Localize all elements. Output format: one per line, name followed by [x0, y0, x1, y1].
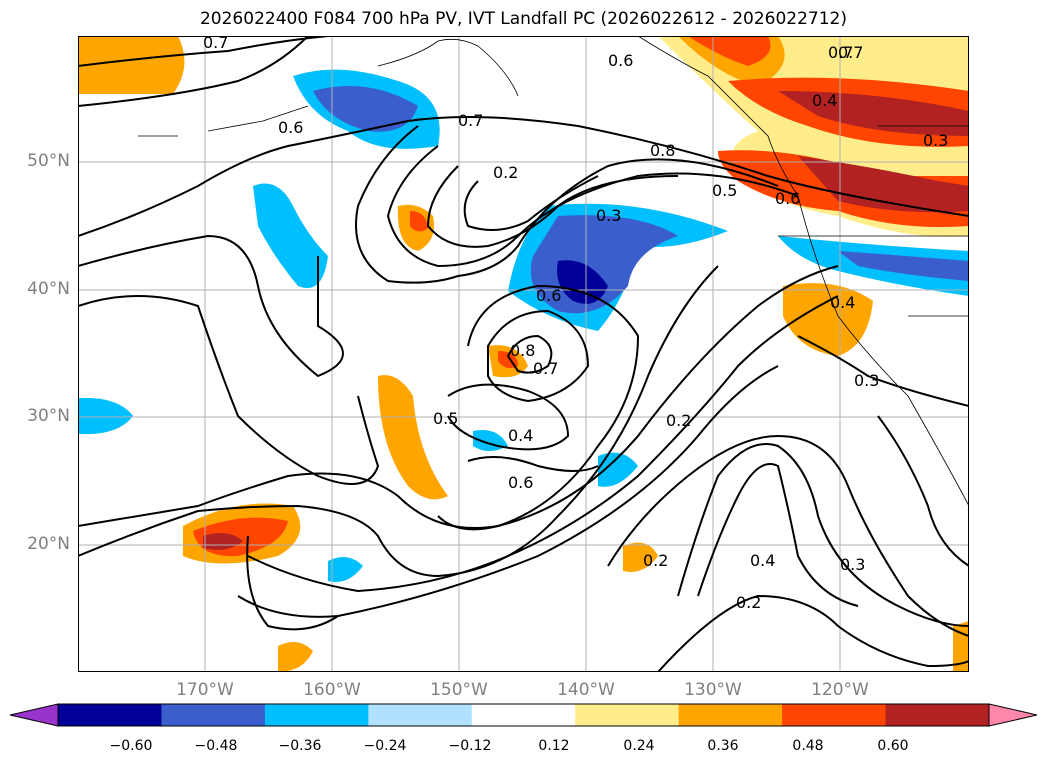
contour-label: 0.3: [923, 131, 948, 150]
shading-layer: [78, 36, 969, 672]
colorbar-segment: [471, 704, 576, 726]
map-panel: 0.7 0.6 0.6 0.7 0.7 0.8 0.2 0.3 0.6 0.8 …: [78, 36, 969, 672]
colorbar-segment: [885, 704, 990, 726]
figure-title: 2026022400 F084 700 hPa PV, IVT Landfall…: [199, 9, 847, 29]
contour-label: 0.5: [712, 181, 737, 200]
contour-label: 0.7: [533, 359, 558, 378]
colorbar-segment: [58, 704, 162, 726]
lon-tick-label: 160°W: [303, 680, 361, 700]
colorbar-tick-label: 0.60: [877, 738, 909, 754]
contour-label: 0.7: [203, 36, 228, 52]
colorbar-segment: [368, 704, 473, 726]
contour-label: 0.5: [433, 409, 458, 428]
colorbar-segment: [161, 704, 266, 726]
colorbar-segment: [782, 704, 887, 726]
contour-label: 0.4: [812, 91, 837, 110]
colorbar-tick-label: 0.36: [707, 738, 739, 754]
colorbar-segment: [264, 704, 369, 726]
contour-label: 0.2: [643, 551, 668, 570]
contour-label: 0.6: [536, 286, 561, 305]
colorbar-tick-label: 0.12: [538, 738, 570, 754]
contour-label: 0.2: [666, 411, 691, 430]
contour-label: 0.8: [510, 341, 535, 360]
lat-tick-label: 30°N: [27, 406, 70, 426]
lon-tick-label: 120°W: [811, 680, 869, 700]
colorbar-tick-label: −0.48: [194, 738, 238, 754]
map-frame: [78, 36, 969, 672]
colorbar-segment: [678, 704, 783, 726]
colorbar-tick-label: −0.12: [448, 738, 492, 754]
contour-label: 0.6: [775, 189, 800, 208]
colorbar-tick-label: −0.36: [278, 738, 322, 754]
contour-label: 0.2: [736, 593, 761, 612]
colorbar-tick-label: 0.24: [623, 738, 655, 754]
lon-tick-label: 170°W: [176, 680, 234, 700]
contour-label: 0.4: [508, 426, 533, 445]
contour-label: 0.3: [596, 206, 621, 225]
lat-tick-label: 50°N: [27, 151, 70, 171]
lon-tick-label: 130°W: [684, 680, 742, 700]
colorbar-segment: [575, 704, 680, 726]
colorbar-tick-label: −0.24: [363, 738, 407, 754]
gridlines: [78, 36, 969, 672]
lon-tick-label: 150°W: [430, 680, 488, 700]
contour-label: 0.4: [750, 551, 775, 570]
colorbar-extend-right: [988, 703, 1038, 727]
contour-label: 0.6: [508, 473, 533, 492]
contour-label: 0.6: [608, 51, 633, 70]
lat-tick-label: 40°N: [27, 279, 70, 299]
coastlines: [138, 36, 969, 507]
colorbar: [9, 702, 1038, 728]
contour-label: 0.7: [458, 111, 483, 130]
colorbar-extend-left: [9, 703, 59, 727]
contour-label: 0.7: [828, 43, 853, 62]
contour-label: 0.3: [840, 555, 865, 574]
contour-label-layer: 0.7 0.6 0.6 0.7 0.7 0.8 0.2 0.3 0.6 0.8 …: [203, 36, 948, 612]
contour-label: 0.8: [650, 141, 675, 160]
contour-label: 0.4: [830, 293, 855, 312]
contour-label: 0.6: [278, 118, 303, 137]
lat-tick-label: 20°N: [27, 534, 70, 554]
colorbar-tick-label: 0.48: [792, 738, 824, 754]
contour-label: 0.2: [493, 163, 518, 182]
map-svg: 0.7 0.6 0.6 0.7 0.7 0.8 0.2 0.3 0.6 0.8 …: [78, 36, 969, 672]
contour-label: 0.7: [838, 43, 863, 62]
contour-label: 0.3: [854, 371, 879, 390]
colorbar-svg: [9, 703, 1038, 727]
lon-tick-label: 140°W: [557, 680, 615, 700]
pv-contours: [78, 36, 969, 672]
colorbar-tick-label: −0.60: [109, 738, 153, 754]
